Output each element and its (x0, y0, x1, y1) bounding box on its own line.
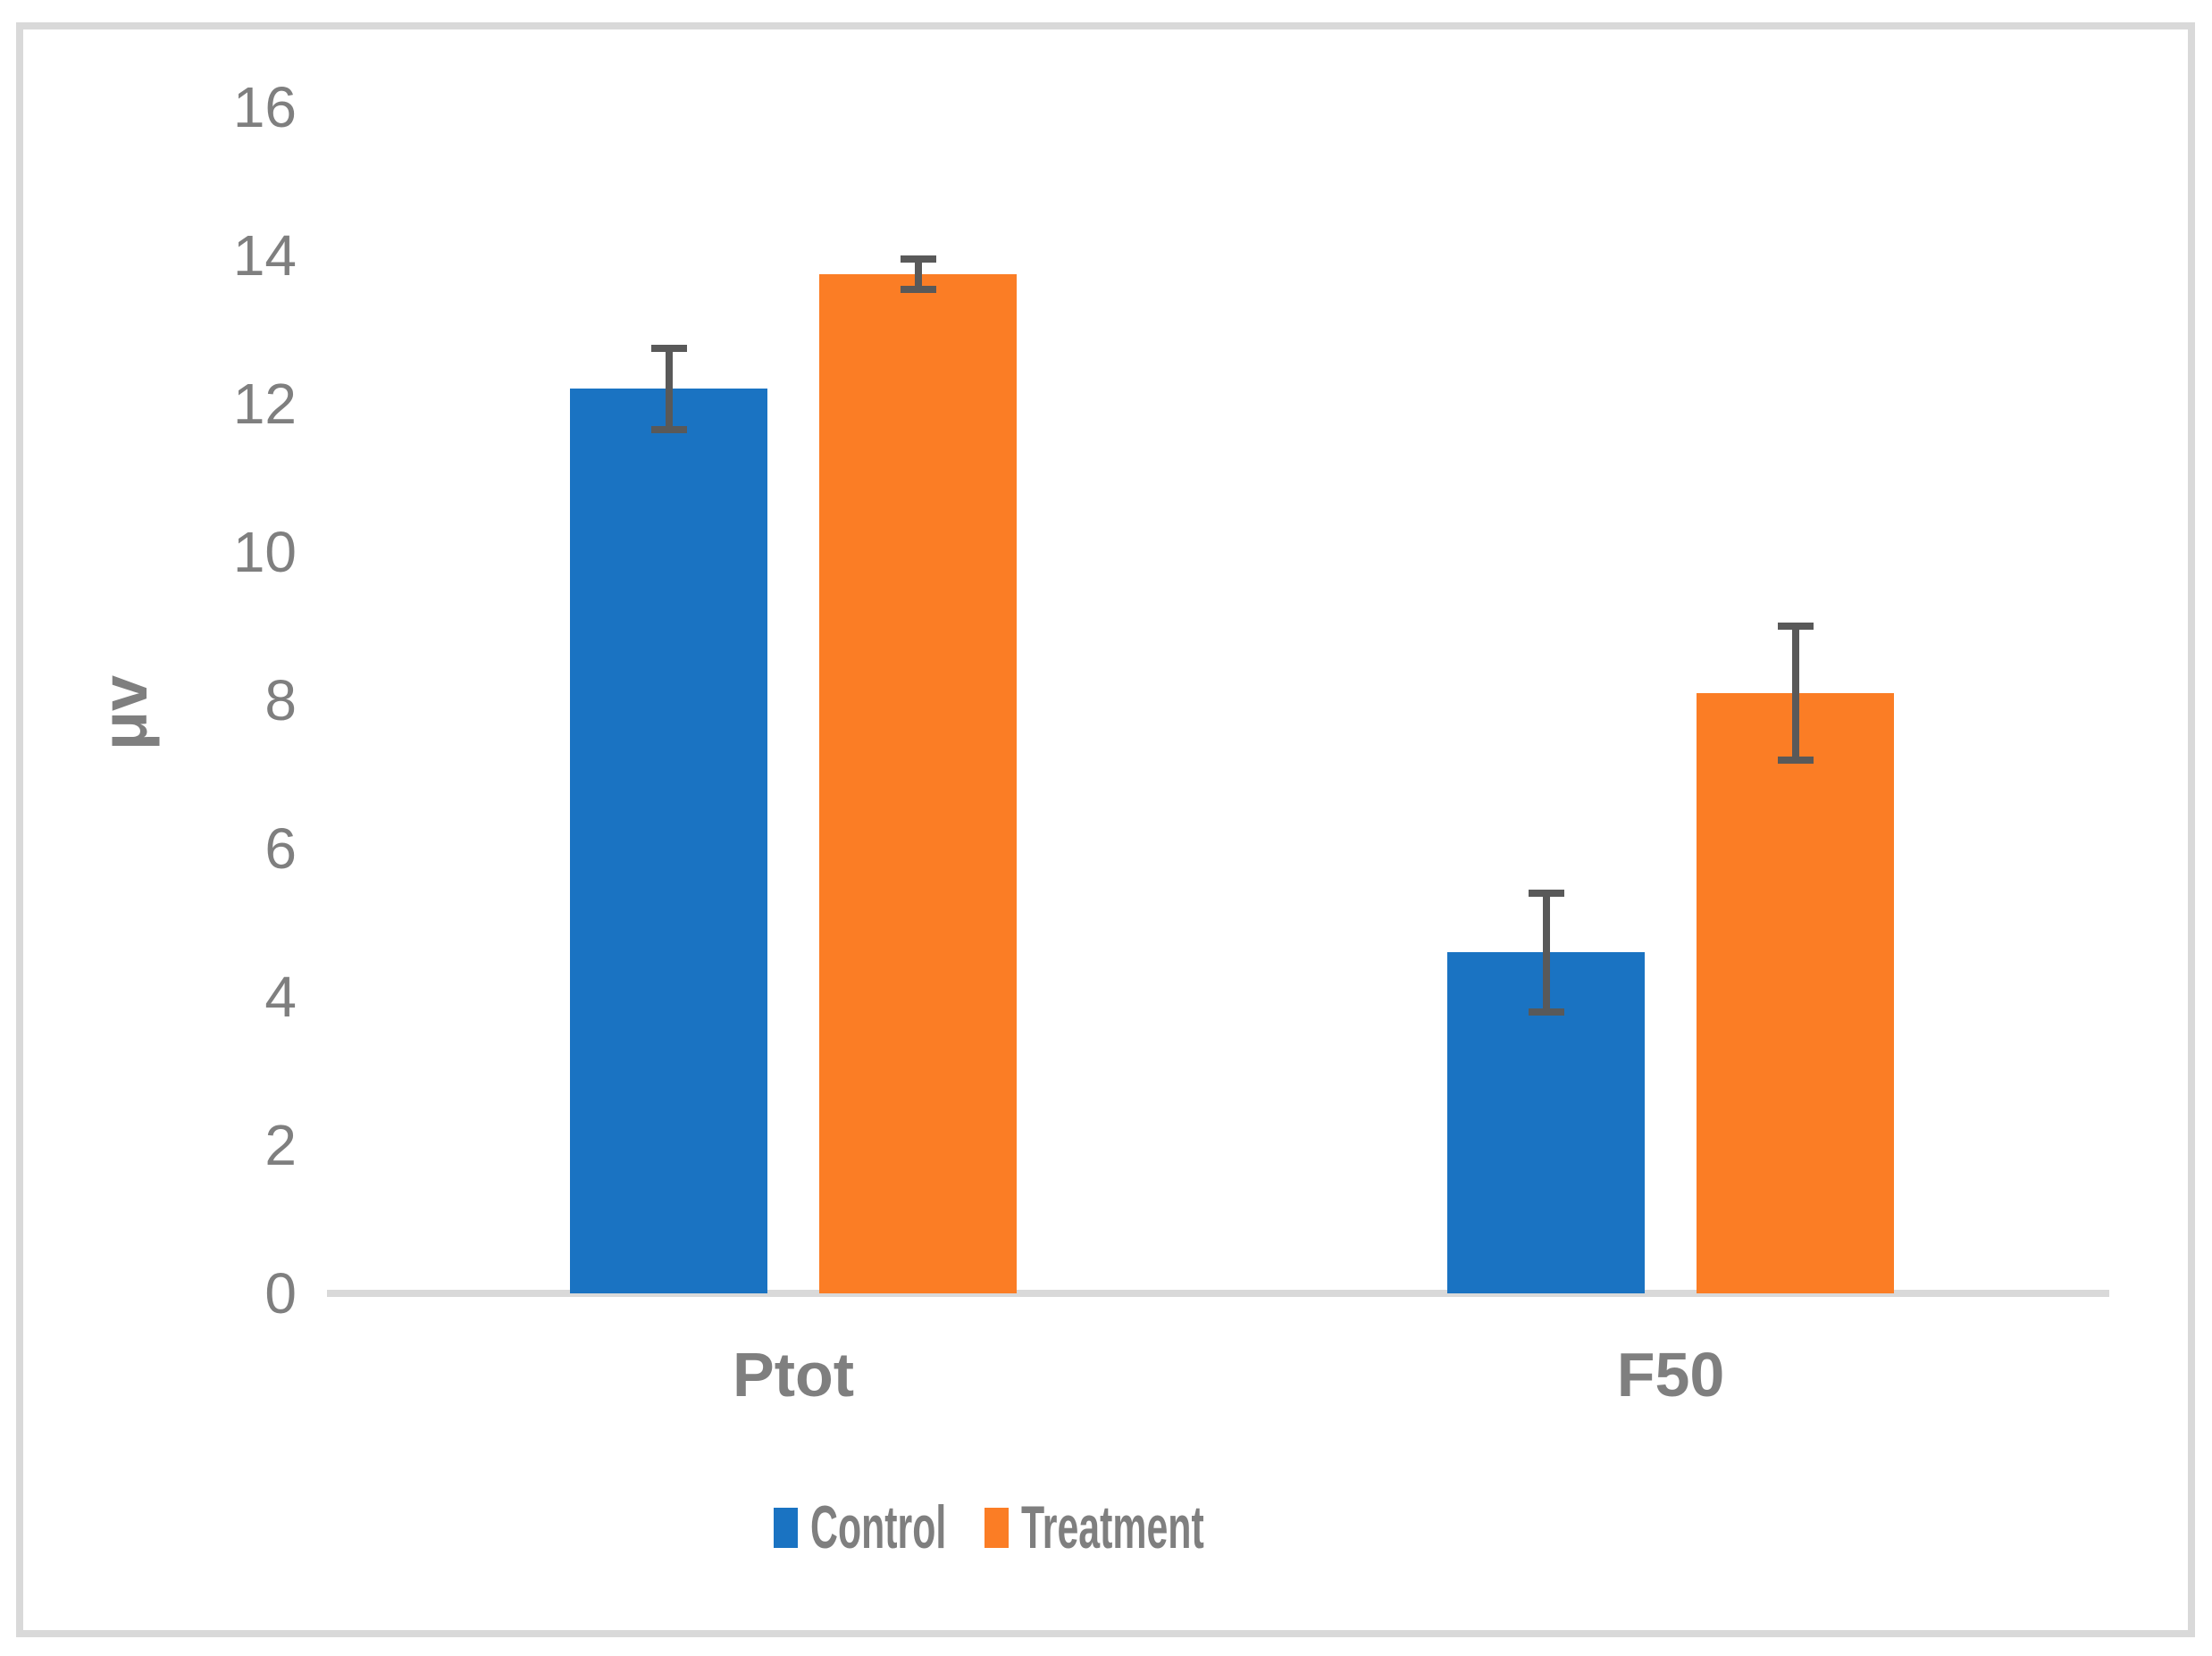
y-tick-label: 14 (232, 223, 297, 288)
y-tick-label: 12 (232, 372, 297, 436)
y-tick-label: 2 (264, 1113, 297, 1177)
y-tick-label: 8 (264, 668, 297, 732)
error-bar-cap-bottom (1777, 756, 1814, 764)
legend-label: Control (810, 1493, 947, 1561)
error-bar-line (1542, 889, 1550, 1016)
category-label: Ptot (733, 1340, 855, 1409)
y-tick-label: 16 (232, 75, 297, 139)
y-tick-label: 4 (264, 965, 297, 1029)
error-bar-line (665, 344, 673, 434)
bar-control-ptot (570, 389, 768, 1293)
y-tick-label: 6 (264, 816, 297, 881)
x-axis-line (327, 1290, 2109, 1297)
bar-treatment-f50 (1697, 692, 1895, 1293)
error-bar-cap-bottom (1528, 1008, 1564, 1016)
error-bar (900, 255, 936, 293)
legend-item-treatment: Treatment (985, 1493, 1204, 1562)
error-bar-line (914, 255, 922, 293)
legend-swatch-treatment (985, 1507, 1010, 1548)
error-bar (650, 344, 687, 434)
legend: Control Treatment (774, 1493, 1204, 1561)
error-bar-cap-top (1528, 889, 1564, 897)
error-bar-cap-bottom (650, 426, 687, 434)
category-label: F50 (1616, 1340, 1725, 1409)
legend-item-control: Control (774, 1493, 946, 1562)
legend-swatch-control (774, 1507, 798, 1548)
y-tick-label: 0 (264, 1261, 297, 1326)
legend-label: Treatment (1021, 1493, 1204, 1561)
error-bar-cap-top (900, 255, 936, 263)
error-bar-cap-top (1777, 622, 1814, 630)
error-bar-cap-top (650, 344, 687, 352)
error-bar-line (1791, 622, 1799, 764)
error-bar-cap-bottom (900, 285, 936, 293)
bar-treatment-ptot (819, 273, 1018, 1293)
error-bar (1528, 889, 1564, 1016)
y-tick-label: 10 (232, 520, 297, 584)
error-bar (1777, 622, 1814, 764)
chart-border (16, 22, 2195, 1637)
